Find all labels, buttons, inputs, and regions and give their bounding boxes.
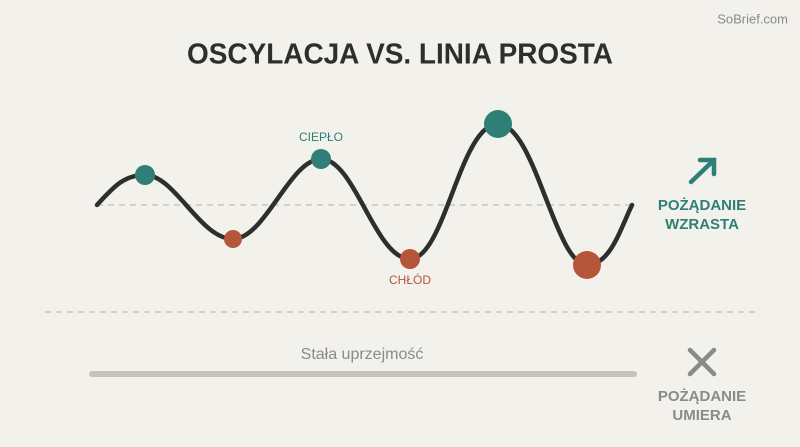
cold-dot — [573, 251, 601, 279]
die-label: UMIERA — [672, 407, 731, 424]
cold-dot — [224, 230, 242, 248]
warm-dot — [484, 110, 512, 138]
die-cross — [687, 347, 717, 377]
cold-dot — [400, 249, 420, 269]
warm-label: CIEPŁO — [299, 130, 343, 144]
rise-label: WZRASTA — [665, 216, 739, 233]
warm-dot — [311, 149, 331, 169]
warm-dot — [135, 165, 155, 185]
watermark: SoBrief.com — [717, 11, 788, 26]
cold-label: CHŁÓD — [389, 272, 431, 287]
straight-label: Stała uprzejmość — [301, 346, 424, 363]
rise-arrow — [688, 157, 717, 185]
wave — [94, 121, 635, 268]
die-label: POŻĄDANIE — [658, 388, 746, 405]
title: OSCYLACJA VS. LINIA PROSTA — [187, 39, 613, 71]
rise-label: POŻĄDANIE — [658, 197, 746, 214]
